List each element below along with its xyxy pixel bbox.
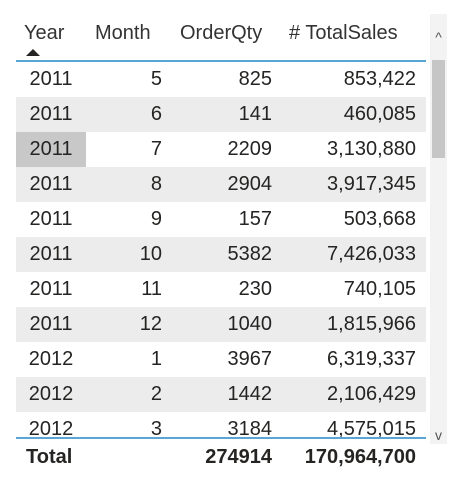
column-header-totalsales[interactable]: # TotalSales <box>289 22 398 44</box>
cell-month[interactable]: 2 <box>150 383 162 405</box>
total-row: Total 274914 170,964,700 <box>16 439 426 474</box>
table-row[interactable]: 2011 5 825 853,422 <box>16 62 426 97</box>
cell-totalsales[interactable]: 853,422 <box>343 68 416 90</box>
cell-orderqty[interactable]: 825 <box>238 68 272 90</box>
cell-year[interactable]: 2011 <box>29 313 73 335</box>
cell-orderqty[interactable]: 1040 <box>227 313 273 335</box>
cell-orderqty[interactable]: 141 <box>238 103 272 125</box>
data-table: Year Month OrderQty # TotalSales 2011 5 82… <box>16 14 426 474</box>
cell-totalsales[interactable]: 2,106,429 <box>327 383 416 405</box>
cell-orderqty[interactable]: 3184 <box>227 418 273 437</box>
cell-year[interactable]: 2012 <box>28 348 74 370</box>
total-label: Total <box>26 446 73 468</box>
cell-year[interactable]: 2011 <box>29 208 73 230</box>
total-orderqty: 274914 <box>205 446 272 468</box>
cell-month[interactable]: 9 <box>150 208 162 230</box>
cell-orderqty[interactable]: 2209 <box>227 138 273 160</box>
cell-orderqty[interactable]: 3967 <box>227 348 273 370</box>
chevron-down-icon[interactable]: v <box>435 427 442 443</box>
cell-year[interactable]: 2011 <box>16 132 86 167</box>
table-row[interactable]: 2012 3 3184 4,575,015 <box>16 412 426 437</box>
table-row[interactable]: 2011 7 2209 3,130,880 <box>16 132 426 167</box>
cell-orderqty[interactable]: 230 <box>238 278 272 300</box>
cell-totalsales[interactable]: 3,917,345 <box>327 173 416 195</box>
cell-totalsales[interactable]: 6,319,337 <box>327 348 416 370</box>
cell-totalsales[interactable]: 7,426,033 <box>327 243 416 265</box>
table-row[interactable]: 2011 9 157 503,668 <box>16 202 426 237</box>
cell-orderqty[interactable]: 1442 <box>227 383 273 405</box>
cell-totalsales[interactable]: 460,085 <box>343 103 416 125</box>
cell-year[interactable]: 2011 <box>29 68 73 90</box>
column-header-month[interactable]: Month <box>95 22 151 44</box>
cell-orderqty[interactable]: 2904 <box>227 173 273 195</box>
total-divider <box>16 437 426 439</box>
cell-totalsales[interactable]: 503,668 <box>343 208 416 230</box>
table-row[interactable]: 2011 10 5382 7,426,033 <box>16 237 426 272</box>
table-row[interactable]: 2012 2 1442 2,106,429 <box>16 377 426 412</box>
table-body: 2011 5 825 853,422 2011 6 141 460,085 2011 7 2209 3… <box>16 62 426 437</box>
cell-month[interactable]: 8 <box>150 173 162 195</box>
cell-orderqty[interactable]: 157 <box>238 208 272 230</box>
column-header-orderqty[interactable]: OrderQty <box>180 22 263 44</box>
cell-totalsales[interactable]: 3,130,880 <box>327 138 416 160</box>
chevron-up-icon[interactable]: ^ <box>435 29 442 45</box>
column-header-year[interactable]: Year <box>24 22 65 44</box>
cell-month[interactable]: 7 <box>150 138 162 160</box>
vertical-scrollbar[interactable]: ^ v <box>430 14 447 444</box>
cell-month[interactable]: 12 <box>139 313 162 335</box>
cell-month[interactable]: 10 <box>139 243 162 265</box>
cell-year[interactable]: 2011 <box>29 173 73 195</box>
cell-month[interactable]: 1 <box>150 348 162 370</box>
total-sales: 170,964,700 <box>304 446 416 468</box>
table-row[interactable]: 2011 6 141 460,085 <box>16 97 426 132</box>
cell-month[interactable]: 3 <box>150 418 162 437</box>
cell-orderqty[interactable]: 5382 <box>227 243 273 265</box>
cell-month[interactable]: 6 <box>150 103 162 125</box>
cell-year[interactable]: 2011 <box>29 243 73 265</box>
table-header: Year Month OrderQty # TotalSales <box>16 14 426 62</box>
cell-year[interactable]: 2012 <box>28 418 74 437</box>
cell-totalsales[interactable]: 1,815,966 <box>327 313 416 335</box>
cell-year[interactable]: 2012 <box>28 383 74 405</box>
table-row[interactable]: 2012 1 3967 6,319,337 <box>16 342 426 377</box>
cell-year[interactable]: 2011 <box>29 278 73 300</box>
cell-month[interactable]: 5 <box>150 68 162 90</box>
table-row[interactable]: 2011 12 1040 1,815,966 <box>16 307 426 342</box>
table-row[interactable]: 2011 11 230 740,105 <box>16 272 426 307</box>
cell-month[interactable]: 11 <box>141 278 162 300</box>
scroll-thumb[interactable] <box>432 60 445 158</box>
table-row[interactable]: 2011 8 2904 3,917,345 <box>16 167 426 202</box>
cell-totalsales[interactable]: 4,575,015 <box>327 418 416 437</box>
cell-year[interactable]: 2011 <box>29 103 73 125</box>
cell-totalsales[interactable]: 740,105 <box>343 278 416 300</box>
sort-ascending-icon <box>26 49 40 56</box>
